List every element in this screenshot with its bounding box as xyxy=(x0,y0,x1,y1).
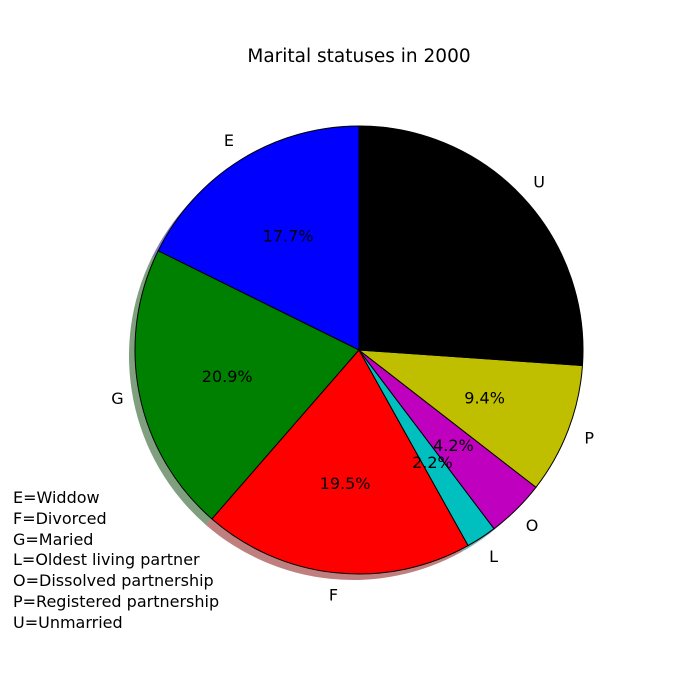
pie-slice-g xyxy=(134,250,360,520)
slice-label-g: G xyxy=(111,389,123,408)
legend-item-u: U=Unmarried xyxy=(13,612,123,632)
legend-item-g: G=Maried xyxy=(13,529,94,549)
pie-slice-p xyxy=(358,349,583,488)
slice-pct-label-f: 19.5% xyxy=(320,474,371,493)
legend-item-l: L=Oldest living partner xyxy=(13,550,200,570)
legend-item-o: O=Dissolved partnership xyxy=(13,571,214,591)
pie-slices xyxy=(134,125,584,575)
chart-title: Marital statuses in 2000 xyxy=(247,46,470,67)
slice-label-l: L xyxy=(489,547,498,566)
legend-item-f: F=Divorced xyxy=(13,508,107,528)
pie-slice-e xyxy=(157,125,360,351)
slice-label-o: O xyxy=(526,516,539,535)
pie-labels: E 17.7% G 20.9% F 19.5% L 2.2% O 4.2% P 9.4% U xyxy=(111,131,594,604)
slice-label-e: E xyxy=(224,131,234,150)
slice-label-f: F xyxy=(329,586,338,605)
legend-item-e: E=Widdow xyxy=(13,488,100,507)
slice-pct-label-p: 9.4% xyxy=(464,388,505,407)
slice-label-p: P xyxy=(584,428,594,447)
slice-pct-label-e: 17.7% xyxy=(263,226,314,245)
legend: E=Widdow F=Divorced G=Maried L=Oldest li… xyxy=(13,488,219,634)
slice-pct-label-g: 20.9% xyxy=(202,367,253,386)
slice-pct-label-l: 2.2% xyxy=(412,453,453,472)
pie-slice-f xyxy=(211,349,469,575)
pie-slice-u xyxy=(358,125,584,366)
legend-item-p: P=Registered partnership xyxy=(13,591,220,611)
slice-pct-label-o: 4.2% xyxy=(433,436,474,455)
slice-label-u: U xyxy=(533,172,545,191)
